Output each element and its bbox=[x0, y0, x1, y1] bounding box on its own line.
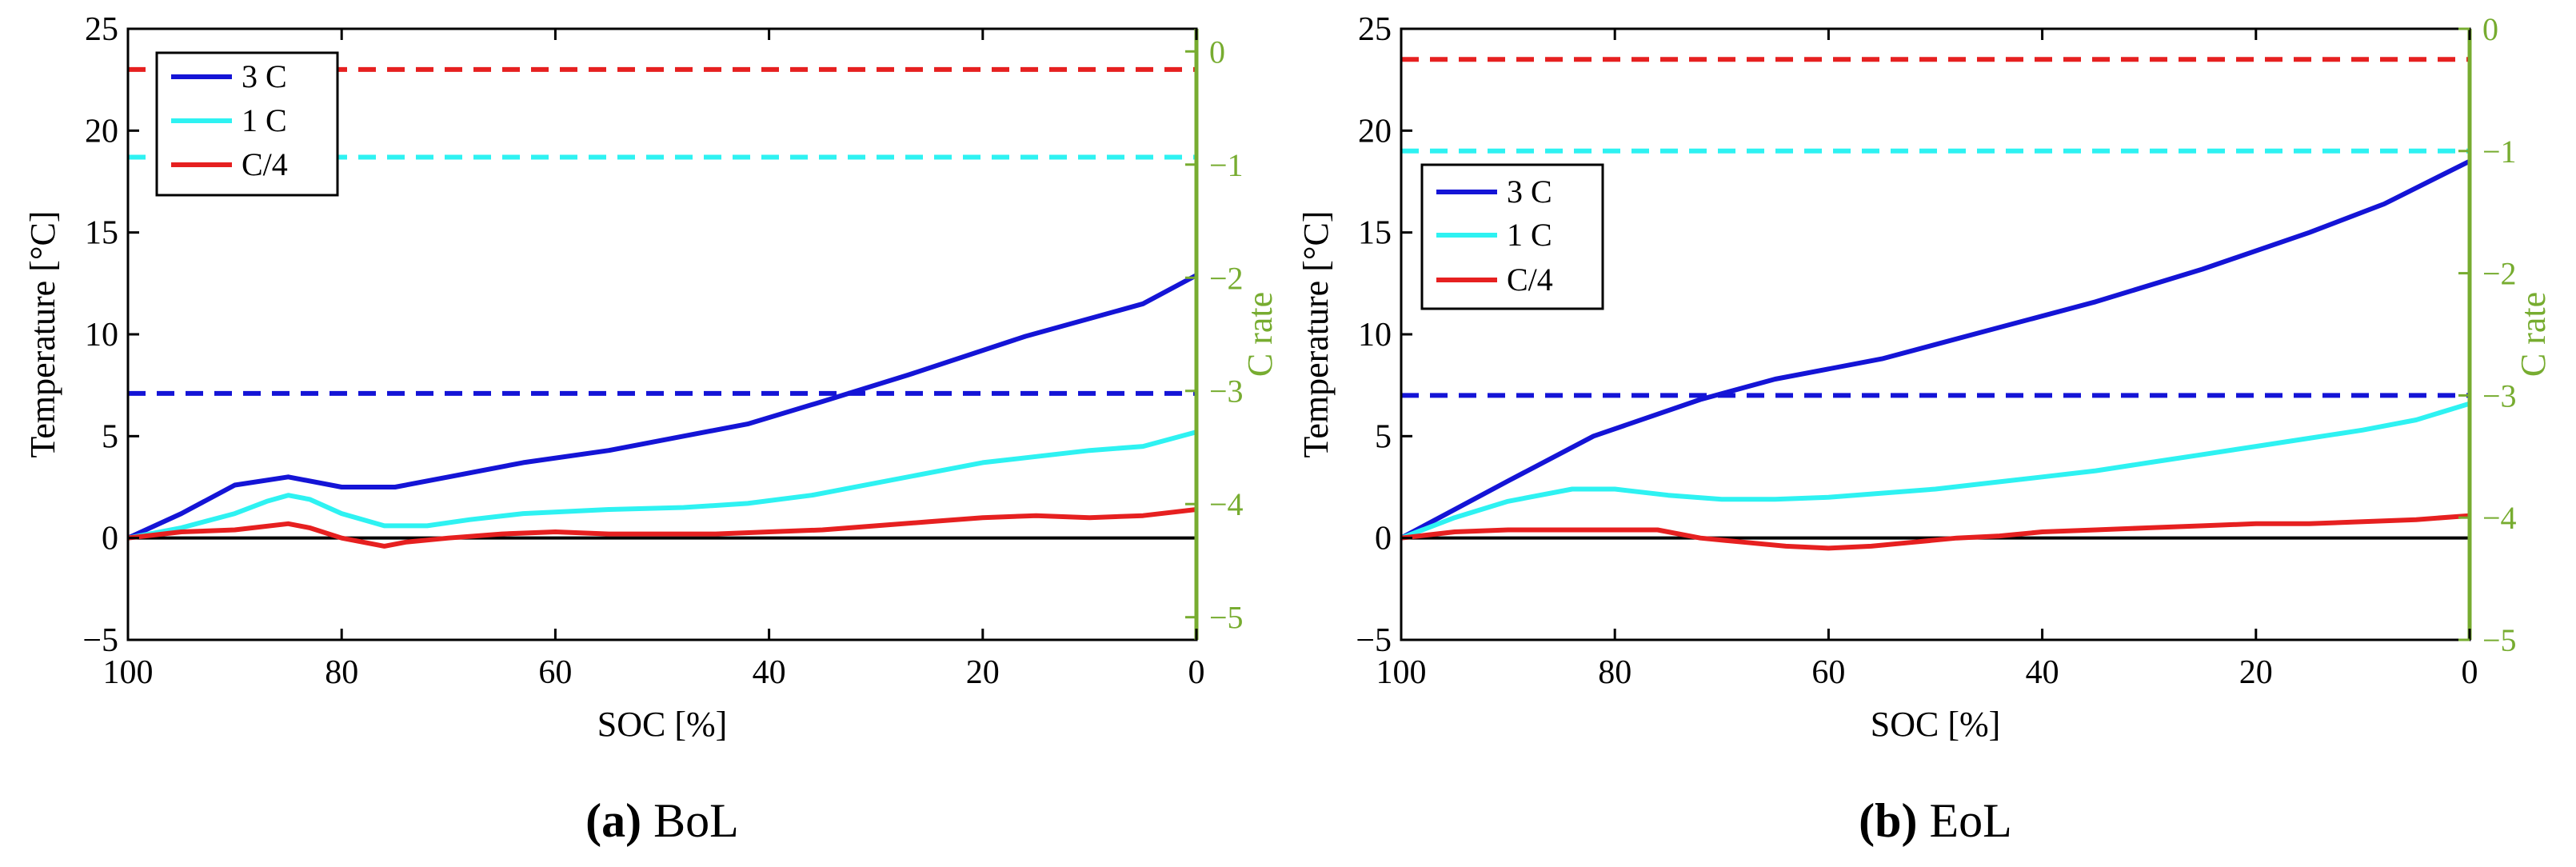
y2-tick-label: 0 bbox=[1209, 34, 1225, 70]
y-tick-label: 25 bbox=[1358, 11, 1392, 48]
y-tick-label: 25 bbox=[85, 11, 118, 48]
series-line bbox=[1401, 513, 2470, 551]
y2-tick-label: −2 bbox=[1209, 260, 1244, 296]
y2-tick-label: −1 bbox=[2482, 134, 2517, 170]
legend: 3 C 1 C C/4 bbox=[155, 51, 339, 197]
x-tick-label: 60 bbox=[1811, 654, 1845, 691]
x-tick-label: 80 bbox=[1598, 654, 1631, 691]
caption: (a) BoL bbox=[585, 794, 739, 847]
y-tick-label: −5 bbox=[1356, 622, 1392, 659]
caption-letter: (b) bbox=[1859, 794, 1917, 847]
legend-label: C/4 bbox=[242, 146, 288, 182]
y2-tick-label: −3 bbox=[2482, 378, 2517, 414]
legend-label: 1 C bbox=[242, 102, 287, 138]
x-tick-label: 40 bbox=[2026, 654, 2059, 691]
legend-label: 1 C bbox=[1507, 217, 1552, 253]
y-tick-label: 0 bbox=[1375, 521, 1392, 557]
x-tick-label: 20 bbox=[966, 654, 1000, 691]
x-tick-label: 80 bbox=[325, 654, 358, 691]
series-line bbox=[128, 430, 1196, 541]
y-tick-label: 0 bbox=[102, 521, 118, 557]
legend-label: 3 C bbox=[1507, 174, 1552, 210]
x-tick-label: 60 bbox=[538, 654, 572, 691]
y-tick-label: 10 bbox=[85, 317, 118, 354]
y2-tick-label: −4 bbox=[1209, 486, 1244, 522]
x-tick-label: 100 bbox=[1376, 654, 1427, 691]
y-tick-label: 5 bbox=[102, 418, 118, 455]
y-tick-label: 10 bbox=[1358, 317, 1392, 354]
secondary-y-axis-label: C rate bbox=[2514, 292, 2553, 377]
series-line bbox=[1401, 158, 2470, 541]
y2-tick-label: −5 bbox=[2482, 622, 2517, 658]
x-tick-label: 100 bbox=[103, 654, 154, 691]
x-tick-label: 40 bbox=[753, 654, 786, 691]
y-tick-label: 20 bbox=[1358, 113, 1392, 150]
legend-label: C/4 bbox=[1507, 262, 1553, 298]
y2-tick-label: −5 bbox=[1209, 600, 1244, 636]
y2-tick-label: −3 bbox=[1209, 374, 1244, 410]
legend: 3 C 1 C C/4 bbox=[1420, 163, 1604, 310]
secondary-y-axis-label: C rate bbox=[1240, 292, 1280, 377]
y2-tick-label: −4 bbox=[2482, 500, 2517, 536]
y2-tick-label: −2 bbox=[2482, 256, 2517, 292]
x-axis-label: SOC [%] bbox=[597, 705, 728, 744]
caption-text: BoL bbox=[653, 794, 739, 847]
series-line bbox=[128, 273, 1196, 541]
y-tick-label: 20 bbox=[85, 113, 118, 150]
plot-area bbox=[1400, 27, 2471, 641]
series-line bbox=[128, 507, 1196, 549]
y-tick-label: 15 bbox=[1358, 215, 1392, 252]
x-tick-label: 0 bbox=[1188, 654, 1205, 691]
series-line bbox=[1401, 401, 2470, 541]
y2-tick-label: −1 bbox=[1209, 147, 1244, 183]
legend-label: 3 C bbox=[242, 58, 287, 94]
x-axis-label: SOC [%] bbox=[1871, 705, 2001, 744]
y-axis-label: Temperature [°C] bbox=[1296, 211, 1336, 458]
y2-tick-label: 0 bbox=[2482, 11, 2498, 47]
caption: (b) EoL bbox=[1859, 794, 2012, 847]
y-axis-label: Temperature [°C] bbox=[23, 211, 62, 458]
x-tick-label: 20 bbox=[2239, 654, 2273, 691]
x-tick-label: 0 bbox=[2462, 654, 2478, 691]
y-tick-label: 5 bbox=[1375, 418, 1392, 455]
caption-text: EoL bbox=[1930, 794, 2012, 847]
y-tick-label: −5 bbox=[82, 622, 118, 659]
y-tick-label: 15 bbox=[85, 215, 118, 252]
caption-letter: (a) bbox=[585, 794, 641, 847]
